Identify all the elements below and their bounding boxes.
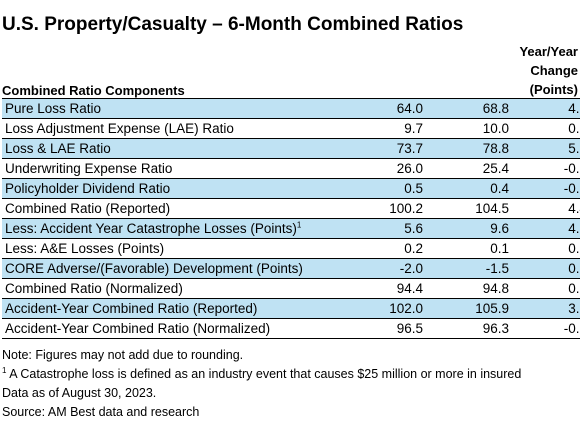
table-row: Underwriting Expense Ratio 26.0 25.4 -0.… xyxy=(2,158,580,179)
table-notes: Note: Figures may not add due to roundin… xyxy=(2,346,578,422)
source-note: Source: AM Best data and research xyxy=(2,405,200,419)
row-label: Combined Ratio (Normalized) xyxy=(2,278,352,299)
table-row: Pure Loss Ratio 64.0 68.8 4.9 xyxy=(2,98,580,119)
row-change: 4.1 xyxy=(512,218,580,239)
table-row: Combined Ratio (Reported) 100.2 104.5 4.… xyxy=(2,198,580,219)
table-row: Less: A&E Losses (Points) 0.2 0.1 0.0 xyxy=(2,238,580,259)
rounding-note: Note: Figures may not add due to roundin… xyxy=(2,348,244,362)
row-value-b: 0.1 xyxy=(426,238,512,259)
row-value-a: 9.7 xyxy=(352,118,426,139)
change-header-line1: Year/Year xyxy=(519,44,578,59)
row-value-a: 0.5 xyxy=(352,178,426,199)
row-value-b: 105.9 xyxy=(426,298,512,319)
footnote-marker: 1 xyxy=(296,220,302,229)
row-label: Underwriting Expense Ratio xyxy=(2,158,352,179)
table-row: Accident-Year Combined Ratio (Normalized… xyxy=(2,318,580,339)
change-header: Year/Year Change (Points) xyxy=(519,42,578,99)
row-value-a: 102.0 xyxy=(352,298,426,319)
table-row: Loss Adjustment Expense (LAE) Ratio 9.7 … xyxy=(2,118,580,139)
row-value-a: 73.7 xyxy=(352,138,426,159)
row-value-b: 9.6 xyxy=(426,218,512,239)
row-value-a: -2.0 xyxy=(352,258,426,279)
row-label: Pure Loss Ratio xyxy=(2,98,352,119)
row-value-a: 96.5 xyxy=(352,318,426,339)
row-change: -0.6 xyxy=(512,158,580,179)
row-change: -0.2 xyxy=(512,318,580,339)
table-row: Less: Accident Year Catastrophe Losses (… xyxy=(2,218,580,239)
table-row: Combined Ratio (Normalized) 94.4 94.8 0.… xyxy=(2,278,580,299)
row-value-a: 0.2 xyxy=(352,238,426,259)
row-value-b: 25.4 xyxy=(426,158,512,179)
row-change: 4.4 xyxy=(512,198,580,219)
row-change: 3.9 xyxy=(512,298,580,319)
table-title: U.S. Property/Casualty – 6-Month Combine… xyxy=(2,14,464,35)
row-label: Loss Adjustment Expense (LAE) Ratio xyxy=(2,118,352,139)
row-change: 0.3 xyxy=(512,278,580,299)
row-change: 0.2 xyxy=(512,118,580,139)
row-value-b: 104.5 xyxy=(426,198,512,219)
row-label: Loss & LAE Ratio xyxy=(2,138,352,159)
combined-ratio-table: Pure Loss Ratio 64.0 68.8 4.9 Loss Adjus… xyxy=(2,98,580,339)
row-value-b: 10.0 xyxy=(426,118,512,139)
footnote-marker: 1 xyxy=(2,365,7,375)
row-value-b: 94.8 xyxy=(426,278,512,299)
footnote-text: A Catastrophe loss is defined as an indu… xyxy=(6,367,522,381)
table-row: Loss & LAE Ratio 73.7 78.8 5.1 xyxy=(2,138,580,159)
row-value-b: 78.8 xyxy=(426,138,512,159)
row-value-b: 96.3 xyxy=(426,318,512,339)
row-label: Less: Accident Year Catastrophe Losses (… xyxy=(2,218,352,239)
row-change: 4.9 xyxy=(512,98,580,119)
row-change: 0.5 xyxy=(512,258,580,279)
row-value-a: 94.4 xyxy=(352,278,426,299)
row-value-a: 5.6 xyxy=(352,218,426,239)
row-value-b: 0.4 xyxy=(426,178,512,199)
row-value-b: -1.5 xyxy=(426,258,512,279)
table-row: CORE Adverse/(Favorable) Development (Po… xyxy=(2,258,580,279)
row-value-a: 64.0 xyxy=(352,98,426,119)
data-date-note: Data as of August 30, 2023. xyxy=(2,386,157,400)
change-header-line2: Change xyxy=(530,63,578,78)
row-value-a: 100.2 xyxy=(352,198,426,219)
row-label: CORE Adverse/(Favorable) Development (Po… xyxy=(2,258,352,279)
row-change: 0.0 xyxy=(512,238,580,259)
row-change: 5.1 xyxy=(512,138,580,159)
row-label: Less: A&E Losses (Points) xyxy=(2,238,352,259)
row-value-a: 26.0 xyxy=(352,158,426,179)
row-label: Accident-Year Combined Ratio (Reported) xyxy=(2,298,352,319)
components-header: Combined Ratio Components xyxy=(2,83,185,98)
row-change: -0.1 xyxy=(512,178,580,199)
row-label: Combined Ratio (Reported) xyxy=(2,198,352,219)
row-label-text: Less: Accident Year Catastrophe Losses (… xyxy=(5,220,297,236)
table-row: Accident-Year Combined Ratio (Reported) … xyxy=(2,298,580,319)
row-value-b: 68.8 xyxy=(426,98,512,119)
table-row: Policyholder Dividend Ratio 0.5 0.4 -0.1 xyxy=(2,178,580,199)
change-header-line3: (Points) xyxy=(529,82,578,97)
row-label: Policyholder Dividend Ratio xyxy=(2,178,352,199)
footnote: 1 A Catastrophe loss is defined as an in… xyxy=(2,365,578,384)
table-header: Combined Ratio Components Year/Year Chan… xyxy=(2,42,578,98)
row-label: Accident-Year Combined Ratio (Normalized… xyxy=(2,318,352,339)
